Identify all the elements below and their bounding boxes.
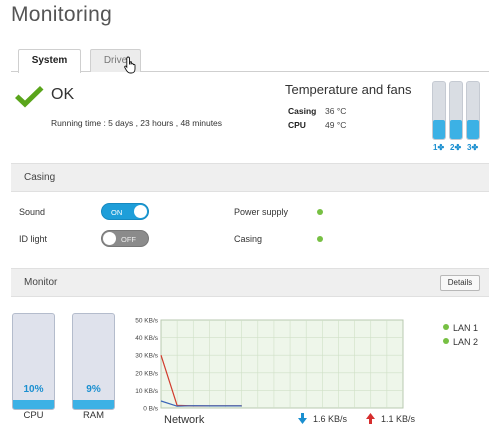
toggle-knob (103, 232, 116, 245)
monitor-section-header: Monitor Details (11, 268, 489, 297)
sound-toggle[interactable]: ON (101, 203, 149, 220)
id-light-label: ID light (19, 234, 48, 244)
fan-gauge (466, 81, 480, 140)
casing-section-header: Casing (11, 163, 489, 192)
temperature-title: Temperature and fans (285, 82, 412, 97)
tab-bar: System Drive (11, 49, 489, 73)
page-title: Monitoring (11, 3, 113, 26)
y-tick-label: 10 KB/s (135, 388, 159, 395)
arrow-up-icon (366, 413, 375, 424)
toggle-state: ON (111, 208, 123, 217)
section-title: Casing (24, 172, 56, 183)
toggle-state: OFF (121, 235, 136, 244)
download-rate: 1.6 KB/s (298, 413, 347, 424)
cpu-value: 10% (23, 384, 44, 395)
casing-status-label: Casing (234, 234, 263, 244)
ok-check-icon (15, 86, 44, 108)
network-label: Network (164, 414, 205, 426)
legend-lan2: LAN 2 (443, 337, 478, 347)
fan-label: 3✤ (467, 143, 479, 152)
power-supply-status-dot (317, 209, 323, 215)
fan-icon: ✤ (437, 143, 445, 152)
legend-dot (443, 324, 449, 330)
cpu-label: CPU (23, 410, 44, 421)
power-supply-label: Power supply (234, 207, 289, 217)
hand-cursor-icon (124, 56, 136, 74)
upload-rate: 1.1 KB/s (366, 413, 415, 424)
y-tick-label: 0 B/s (143, 406, 159, 413)
y-tick-label: 20 KB/s (135, 370, 159, 377)
fan-icon: ✤ (454, 143, 462, 152)
temp-label: CPU (288, 120, 306, 130)
temp-value: 36 °C (325, 106, 347, 116)
y-tick-label: 30 KB/s (135, 353, 159, 360)
series-line (160, 400, 242, 407)
details-button[interactable]: Details (440, 275, 480, 291)
ram-value: 9% (86, 384, 101, 395)
id-light-toggle[interactable]: OFF (101, 230, 149, 247)
casing-status-dot (317, 236, 323, 242)
arrow-down-icon (298, 413, 307, 424)
section-title: Monitor (24, 277, 58, 288)
plot-area (160, 319, 404, 409)
ram-gauge: 9% (72, 313, 115, 410)
fan-label: 2✤ (450, 143, 462, 152)
temp-row-casing: Casing 36 °C (288, 106, 346, 116)
cpu-gauge: 10% (12, 313, 55, 410)
toggle-knob (134, 205, 147, 218)
network-chart: 50 KB/s 40 KB/s 30 KB/s 20 KB/s 10 KB/s 0 B/s (135, 318, 404, 413)
fan-icon: ✤ (471, 143, 479, 152)
running-time: Running time : 5 days , 23 hours , 48 mi… (51, 118, 223, 128)
fan-gauge (449, 81, 463, 140)
status-text: OK (51, 86, 75, 103)
temp-label: Casing (288, 106, 317, 116)
tab-system[interactable]: System (18, 49, 81, 73)
ram-label: RAM (82, 410, 105, 421)
fan-label: 1✤ (433, 143, 445, 152)
y-tick-label: 50 KB/s (135, 318, 159, 325)
y-tick-label: 40 KB/s (135, 335, 159, 342)
temp-value: 49 °C (325, 120, 347, 130)
legend-dot (443, 338, 449, 344)
sound-label: Sound (19, 207, 46, 217)
fan-gauge (432, 81, 446, 140)
legend-lan1: LAN 1 (443, 323, 478, 333)
temp-row-cpu: CPU 49 °C (288, 120, 346, 130)
